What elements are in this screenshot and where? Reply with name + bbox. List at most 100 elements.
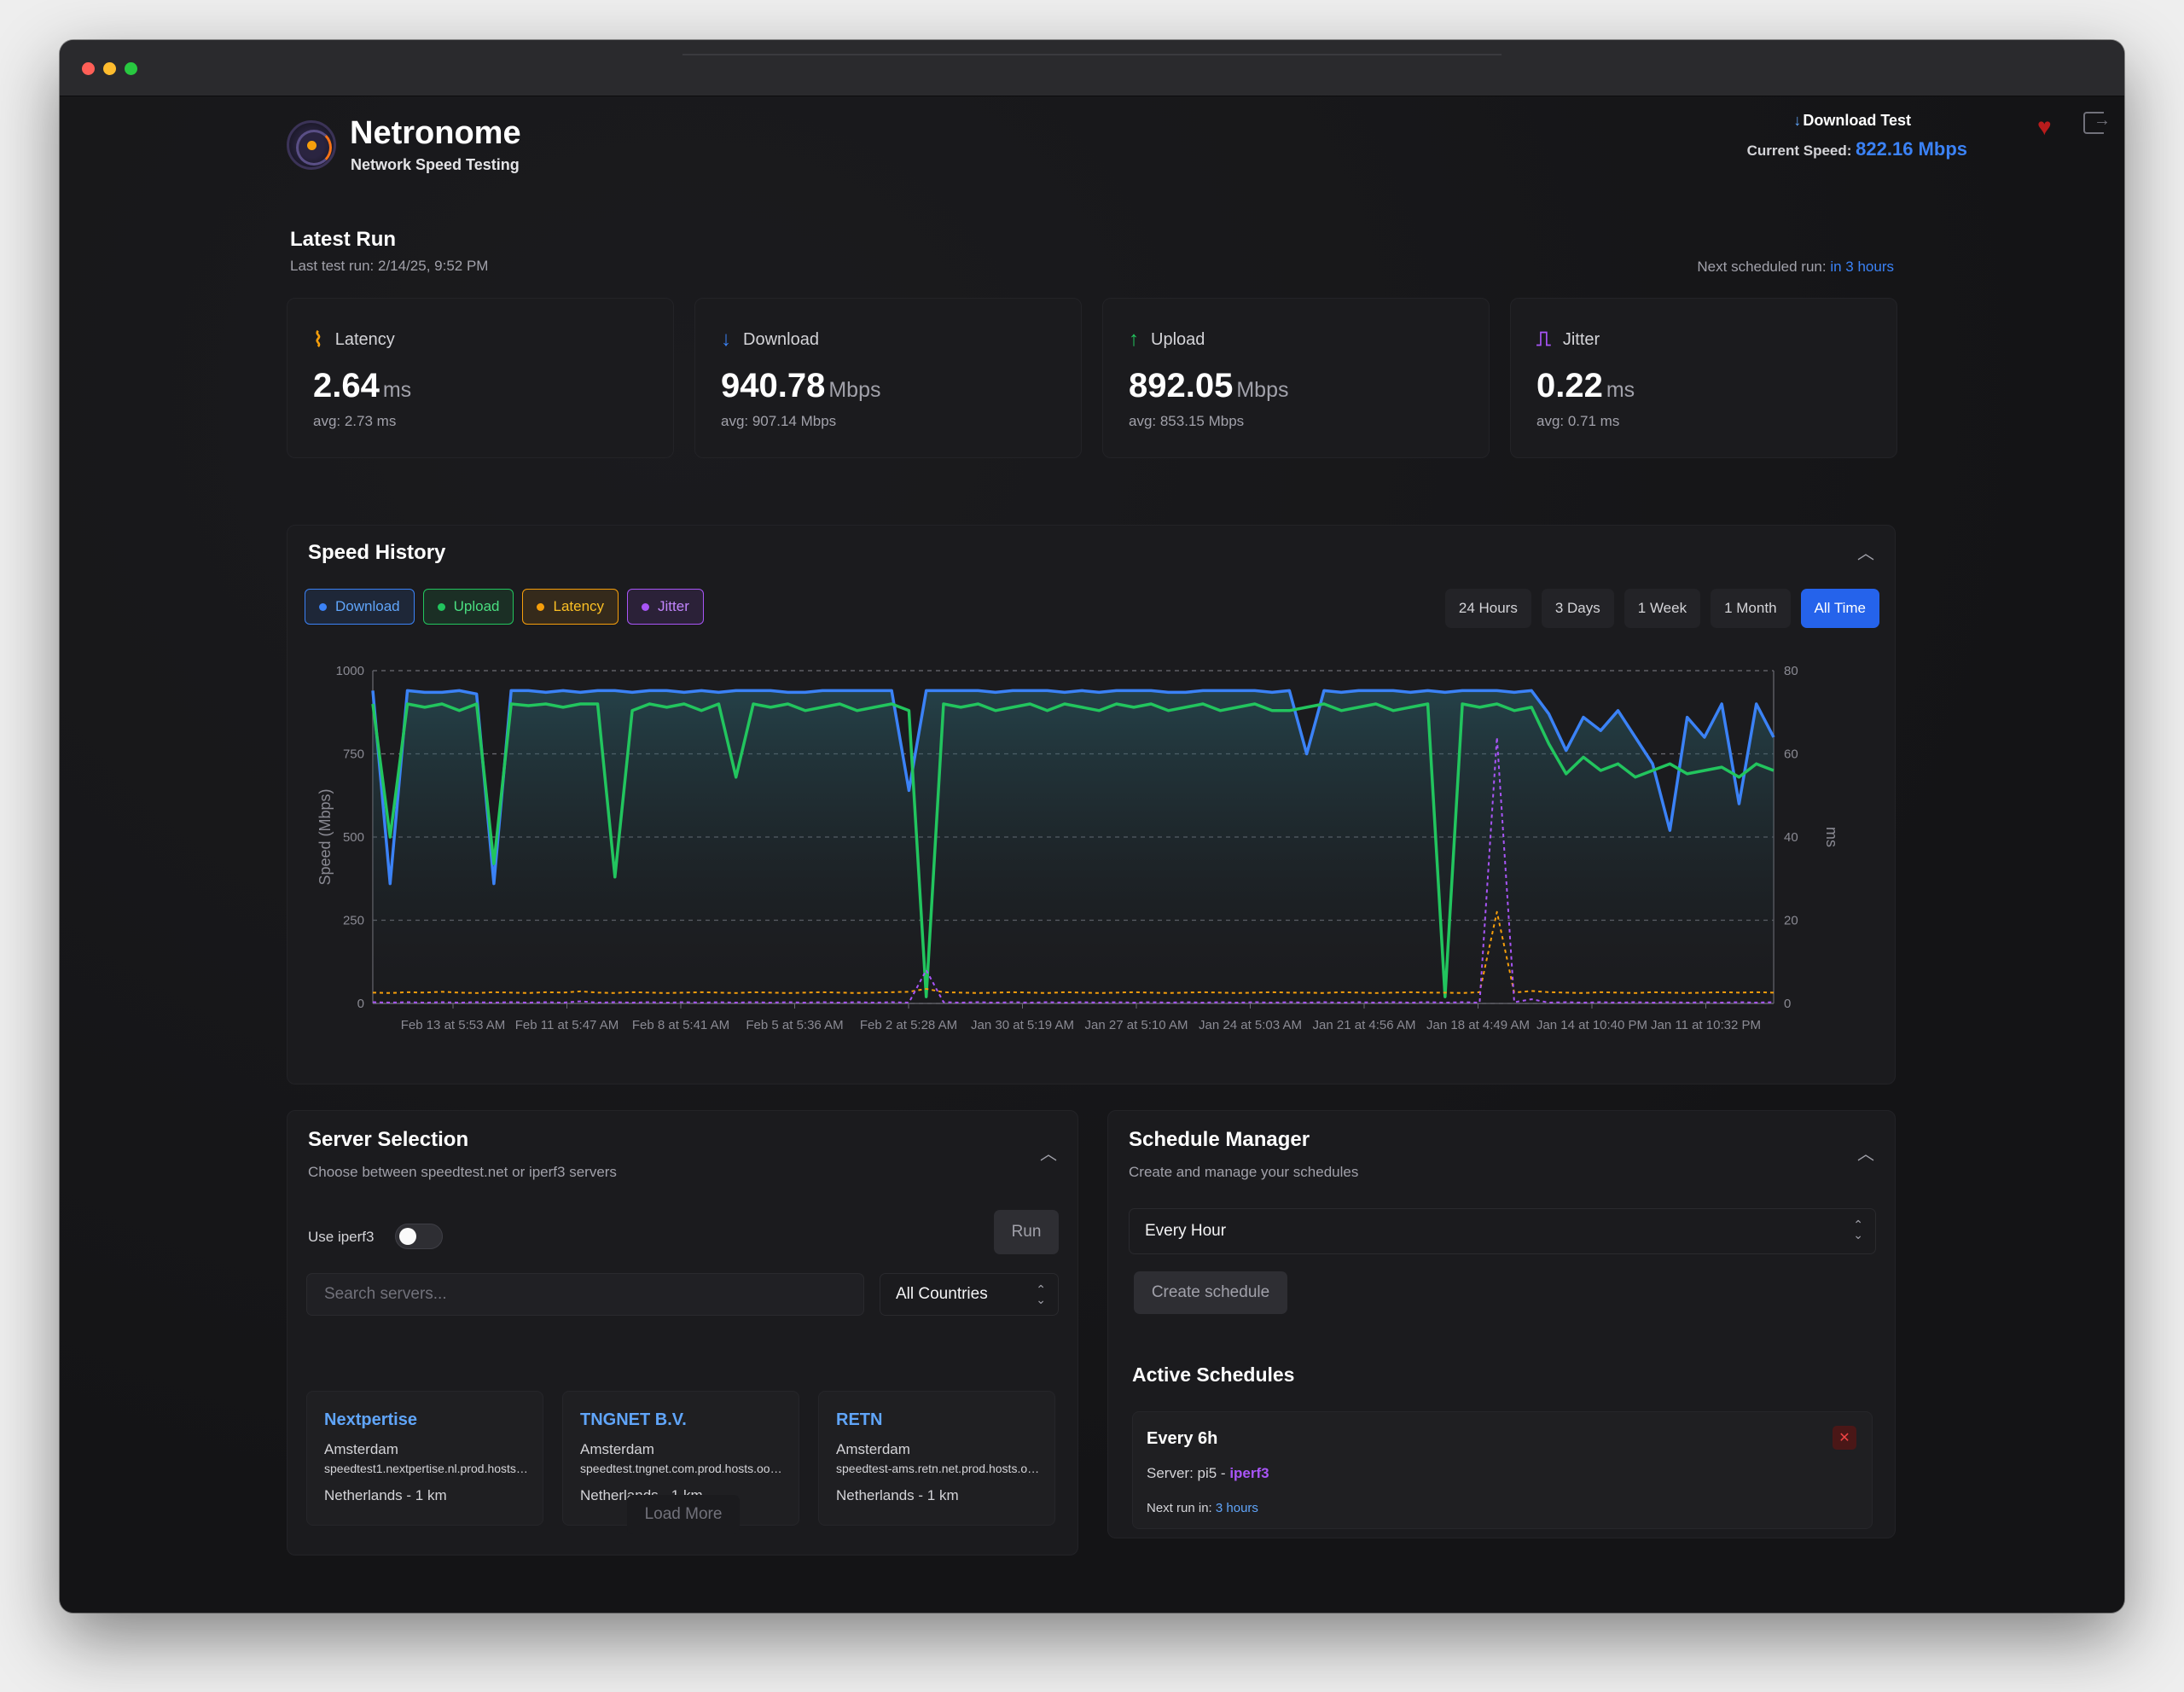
x-tick-label: Feb 2 at 5:28 AM [860,1018,957,1032]
heart-icon[interactable]: ♥ [2037,113,2052,140]
range-1-week[interactable]: 1 Week [1623,589,1701,628]
x-tick-label: Jan 27 at 5:10 AM [1085,1018,1188,1032]
server-name: TNGNET B.V. [580,1410,687,1429]
chart-legend: Download Upload Latency Jitter [305,589,704,625]
server-city: Amsterdam [580,1441,654,1457]
latest-run-title: Latest Run [290,228,397,251]
y-tick-label: 500 [343,830,364,845]
x-tick-label: Jan 30 at 5:19 AM [971,1018,1074,1032]
legend-jitter[interactable]: Jitter [627,589,704,625]
create-schedule-button[interactable]: Create schedule [1134,1271,1287,1314]
y2-tick-label: 40 [1784,830,1798,845]
chevron-up-icon[interactable]: ︿ [1040,1145,1057,1164]
x-tick-label: Feb 13 at 5:53 AM [401,1018,506,1032]
metric-value: 892.05 [1129,367,1234,404]
close-window-button[interactable] [82,62,95,75]
y-tick-label: 0 [357,997,364,1011]
arrow-up-icon: ↑ [1129,328,1139,351]
schedule-server: Server: pi5 - iperf3 [1147,1465,1269,1481]
active-schedules-title: Active Schedules [1132,1363,1295,1386]
x-tick-label: Feb 8 at 5:41 AM [632,1018,729,1032]
range-3-days[interactable]: 3 Days [1541,589,1614,628]
server-distance: Netherlands - 1 km [836,1487,959,1503]
load-more-button[interactable]: Load More [627,1495,740,1534]
iperf-toggle-label: Use iperf3 [308,1229,375,1245]
x-tick-label: Feb 5 at 5:36 AM [746,1018,843,1032]
server-city: Amsterdam [324,1441,398,1457]
upload-card: ↑ Upload 892.05 Mbps avg: 853.15 Mbps [1102,298,1490,458]
legend-upload[interactable]: Upload [422,589,514,625]
schedule-name: Every 6h [1147,1429,1218,1448]
server-card-retn[interactable]: RETN Amsterdam speedtest-ams.retn.net.pr… [818,1391,1055,1526]
arrow-down-icon: ↓ [721,328,731,351]
server-type-tag: iperf3 [1229,1465,1269,1481]
iperf-toggle[interactable] [395,1224,443,1249]
x-tick-label: Jan 21 at 4:56 AM [1313,1018,1416,1032]
interval-select[interactable]: Every Hour ⌃ ⌄ [1129,1208,1876,1254]
page-content: Netronome Network Speed Testing ↓ Downloa… [60,96,2124,1613]
x-tick-label: Jan 14 at 10:40 PM [1536,1018,1647,1032]
server-name: Nextpertise [324,1410,417,1429]
legend-download[interactable]: Download [305,589,415,625]
run-button[interactable]: Run [994,1210,1059,1254]
y-tick-label: 1000 [336,664,364,678]
next-run-value: in 3 hours [1830,259,1894,275]
server-selection-card: Server Selection Choose between speedtes… [287,1110,1078,1555]
schedule-manager-title: Schedule Manager [1129,1128,1310,1151]
delete-schedule-icon[interactable]: ✕ [1833,1426,1856,1450]
current-speed-value: 822.16 Mbps [1856,138,1967,160]
metric-average: avg: 907.14 Mbps [721,413,837,429]
chevron-up-icon[interactable]: ︿ [1857,1145,1874,1164]
server-distance: Netherlands - 1 km [324,1487,447,1503]
activity-icon: ⌇ [313,329,323,352]
latency-card: ⌇ Latency 2.64 ms avg: 2.73 ms [287,298,674,458]
range-24-hours[interactable]: 24 Hours [1444,589,1531,628]
range-1-month[interactable]: 1 Month [1711,589,1791,628]
jitter-card: ⎍ Jitter 0.22 ms avg: 0.71 ms [1510,298,1897,458]
y2-tick-label: 20 [1784,914,1798,928]
y-tick-label: 750 [343,747,364,762]
maximize-window-button[interactable] [125,62,137,75]
metric-unit: ms [1606,378,1635,402]
legend-latency[interactable]: Latency [522,589,619,625]
metric-value: 940.78 [721,367,826,404]
x-tick-label: Feb 11 at 5:47 AM [515,1018,619,1032]
server-name: RETN [836,1410,883,1429]
search-servers-input[interactable]: Search servers... [306,1273,864,1316]
title-bar-divider [682,54,1502,55]
speed-history-title: Speed History [308,541,446,564]
current-test-status: ↓ Download Test Current Speed: 822.16 Mbp… [1664,112,1971,160]
metric-label: Upload [1151,329,1205,349]
pulse-icon: ⎍ [1536,328,1551,351]
current-speed-label: Current Speed: [1746,142,1852,159]
metric-average: avg: 2.73 ms [313,413,397,429]
range-all-time[interactable]: All Time [1800,589,1879,628]
minimize-window-button[interactable] [103,62,116,75]
schedule-manager-card: Schedule Manager Create and manage your … [1107,1110,1896,1538]
y-tick-label: 250 [343,914,364,928]
y2-tick-label: 80 [1784,664,1798,678]
download-card: ↓ Download 940.78 Mbps avg: 907.14 Mbps [694,298,1082,458]
country-select[interactable]: All Countries ⌃ ⌄ [880,1273,1059,1316]
server-host: speedtest1.nextpertise.nl.prod.hosts.ook… [324,1462,529,1475]
upload-series-line [371,702,1774,998]
x-tick-label: Jan 11 at 10:32 PM [1651,1018,1761,1032]
metric-value: 2.64 [313,367,380,404]
title-bar [60,40,2124,96]
download-area [373,690,1774,1003]
server-host: speedtest-ams.retn.net.prod.hosts.ooklas… [836,1462,1041,1475]
jitter-series-line [372,736,1774,1004]
speed-history-chart: 0 250 500 750 1000 0 20 40 60 80 Speed (Mbps) ms Feb… [317,664,1840,1032]
y2-axis-title: ms [1823,827,1840,847]
x-tick-label: Jan 18 at 4:49 AM [1426,1018,1530,1032]
app-title: Netronome [350,115,521,151]
chevron-up-icon[interactable]: ︿ [1857,544,1874,563]
metric-label: Download [743,329,819,349]
download-series-line [371,689,1775,886]
server-card-nextpertise[interactable]: Nextpertise Amsterdam speedtest1.nextper… [306,1391,543,1526]
next-scheduled-run: Next scheduled run: in 3 hours [1697,259,1894,275]
chevron-updown-icon: ⌃ ⌄ [1853,1218,1863,1241]
metric-unit: Mbps [828,378,881,402]
logout-icon[interactable] [2083,111,2111,134]
metric-unit: Mbps [1236,378,1289,402]
